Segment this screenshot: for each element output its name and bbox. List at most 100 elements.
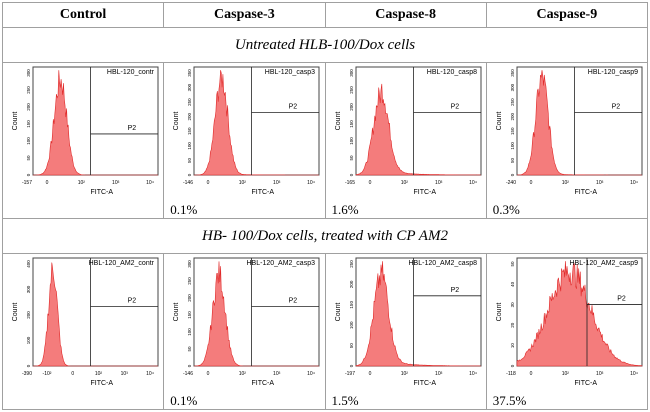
y-tick-label: 150 — [510, 127, 515, 135]
y-tick-label: 0 — [187, 173, 192, 176]
panel-title: HBL-120_contr — [107, 69, 155, 76]
histogram-area — [194, 70, 320, 176]
x-axis-label: FITC-A — [574, 380, 597, 387]
x-axis-label: FITC-A — [252, 189, 275, 196]
x-tick-label: 10² — [239, 180, 247, 186]
percent-label — [3, 202, 163, 218]
gate-label: P2 — [617, 295, 626, 302]
section-title: Untreated HLB-100/Dox cells — [2, 27, 648, 63]
y-tick-label: 200 — [26, 103, 31, 111]
gate-label: P2 — [611, 103, 620, 110]
gate-label: P2 — [128, 125, 137, 132]
y-tick-label: 200 — [510, 112, 515, 120]
x-tick-label: 10² — [78, 180, 86, 186]
percent-label: 0.3% — [492, 202, 520, 217]
percent-label: 1.5% — [331, 393, 359, 408]
y-tick-label: 100 — [349, 137, 354, 145]
histogram-area — [355, 261, 481, 367]
panel-cell: P2 HBL-120_casp8 300 250 200 150 100 50 0 Count -1… — [324, 62, 487, 219]
y-tick-label: 250 — [187, 277, 192, 285]
y-tick-label: 50 — [26, 155, 31, 161]
y-tick-label: 350 — [187, 69, 192, 77]
y-tick-label: 0 — [26, 173, 31, 176]
section-title: HB- 100/Dox cells, treated with CP AM2 — [2, 218, 648, 254]
x-axis-label: FITC-A — [574, 189, 597, 196]
x-tick-label: 10³ — [596, 371, 604, 377]
y-tick-label: 300 — [187, 83, 192, 91]
y-tick-label: 50 — [510, 261, 515, 267]
y-tick-label: 300 — [26, 285, 31, 293]
panel-title: HBL-120_AM2_casp9 — [569, 260, 638, 267]
y-tick-label: 100 — [187, 328, 192, 336]
histogram-panel: P2 HBL-120_casp9 350 300 250 200 150 100 50 0 Coun… — [496, 66, 643, 196]
y-tick-label: 0 — [349, 173, 354, 176]
panel-cell: P2 HBL-120_casp9 350 300 250 200 150 100 50 0 Coun… — [485, 62, 649, 219]
x-tick-label: 0 — [71, 371, 74, 377]
x-tick-label: -146 — [183, 371, 193, 377]
x-tick-label: 0 — [529, 180, 532, 186]
y-tick-label: 100 — [26, 137, 31, 145]
x-tick-label: -165 — [344, 180, 354, 186]
x-tick-label: 0 — [529, 371, 532, 377]
histogram-panel: P2 HBL-120_AM2_contr 400 300 200 100 0 Count -39… — [12, 257, 159, 387]
y-tick-label: 250 — [187, 98, 192, 106]
y-axis-label: Count — [173, 303, 180, 322]
panel-row: P2 HBL-120_AM2_contr 400 300 200 100 0 Count -39… — [1, 253, 649, 410]
y-tick-label: 300 — [187, 260, 192, 268]
x-tick-label: 10⁴ — [469, 180, 477, 186]
y-axis-label: Count — [496, 112, 503, 131]
x-tick-label: 10³ — [435, 371, 443, 377]
column-header: Caspase-3 — [163, 2, 326, 28]
histogram-area — [33, 262, 158, 367]
y-tick-label: 200 — [187, 112, 192, 120]
x-tick-label: 10² — [561, 180, 569, 186]
x-tick-label: 0 — [207, 371, 210, 377]
percent-label: 1.6% — [331, 202, 359, 217]
x-tick-label: 0 — [368, 180, 371, 186]
panel-title: HBL-120_AM2_contr — [89, 260, 155, 267]
y-tick-label: 250 — [349, 260, 354, 268]
y-tick-label: 0 — [349, 364, 354, 367]
histogram-panel: P2 HBL-120_AM2_casp9 50 40 30 20 10 0 Count -118 0… — [496, 257, 643, 387]
y-tick-label: 200 — [349, 280, 354, 288]
x-tick-label: 10³ — [121, 371, 129, 377]
x-tick-label: 0 — [207, 180, 210, 186]
y-tick-label: 350 — [510, 69, 515, 77]
x-tick-label: 10⁴ — [146, 180, 154, 186]
x-tick-label: 10⁴ — [307, 180, 315, 186]
panel-cell: P2 HBL-120_AM2_casp3 300 250 200 150 100 50 0 Cou… — [163, 253, 326, 410]
histogram-panel: P2 HBL-120_AM2_casp3 300 250 200 150 100 50 0 Cou… — [173, 257, 320, 387]
percent-label: 0.1% — [170, 202, 198, 217]
x-tick-label: 10³ — [112, 180, 120, 186]
histogram-area — [194, 261, 320, 367]
y-axis-label: Count — [12, 112, 19, 131]
y-tick-label: 150 — [187, 127, 192, 135]
section-row: HB- 100/Dox cells, treated with CP AM2 — [2, 218, 648, 254]
gate-label: P2 — [450, 103, 459, 110]
x-tick-label: 10⁴ — [307, 371, 315, 377]
percent-label — [3, 393, 163, 409]
x-tick-label: 0 — [46, 180, 49, 186]
x-tick-label: 10² — [561, 371, 569, 377]
x-tick-label: -157 — [22, 180, 32, 186]
x-tick-label: -197 — [344, 371, 354, 377]
y-tick-label: 0 — [510, 173, 515, 176]
column-header: Caspase-9 — [485, 2, 649, 28]
y-tick-label: 30 — [510, 302, 515, 308]
histogram-area — [33, 70, 158, 176]
y-tick-label: 0 — [26, 364, 31, 367]
y-axis-label: Count — [335, 303, 342, 322]
header-row: Control Caspase-3 Caspase-8 Caspase-9 — [1, 2, 649, 28]
y-tick-label: 250 — [349, 86, 354, 94]
x-tick-label: 10⁴ — [146, 371, 154, 377]
histogram-panel: P2 HBL-120_contr 300 250 200 150 100 50 0 Count -1… — [12, 66, 159, 196]
y-tick-label: 0 — [510, 364, 515, 367]
panel-title: HBL-120_AM2_casp3 — [247, 260, 316, 267]
x-tick-label: 0 — [368, 371, 371, 377]
section-row: Untreated HLB-100/Dox cells — [2, 27, 648, 63]
x-tick-label: 10³ — [273, 180, 281, 186]
y-tick-label: 300 — [349, 69, 354, 77]
panel-title: HBL-120_casp3 — [265, 69, 315, 76]
gate-label: P2 — [289, 103, 298, 110]
